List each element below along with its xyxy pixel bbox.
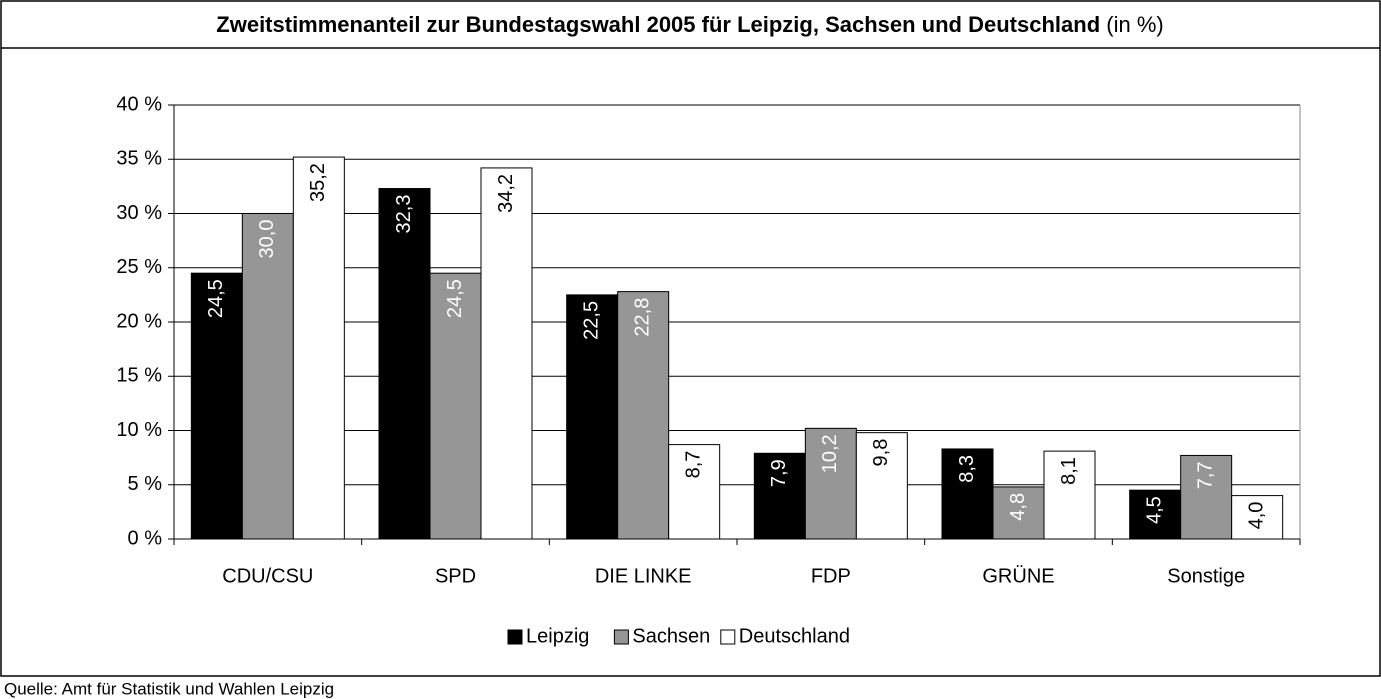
x-tick-label: DIE LINKE [595,565,692,587]
y-tick-label: 40 % [116,93,162,115]
y-tick-label: 10 % [116,419,162,441]
bar [668,444,721,540]
source-note: Quelle: Amt für Statistik und Wahlen Lei… [4,679,334,698]
legend-swatch [720,629,736,645]
bar [753,452,806,540]
chart-title: Zweitstimmenanteil zur Bundestagswahl 20… [216,12,1163,37]
x-tick-label: CDU/CSU [222,565,313,587]
legend-swatch [507,629,523,645]
data-label: 8,7 [682,451,704,479]
legend-label: Sachsen [632,625,710,647]
bar [1231,495,1284,540]
bar [190,272,243,540]
data-label: 32,3 [393,195,415,234]
data-label: 35,2 [307,163,329,202]
x-tick-label: FDP [811,565,851,587]
x-tick-label: SPD [435,565,476,587]
frame [0,0,1381,677]
bar [429,272,482,540]
data-label: 9,8 [870,439,892,467]
title-main: Zweitstimmenanteil zur Bundestagswahl 20… [216,12,1100,37]
data-label: 4,8 [1007,493,1029,521]
legend-label: Deutschland [739,625,850,647]
x-tick-label: Sonstige [1167,565,1245,587]
bar [855,432,908,540]
y-tick-label: 25 % [116,256,162,278]
y-tick-label: 35 % [116,148,162,170]
data-label: 7,9 [768,459,790,487]
bar [1129,489,1182,540]
title-unit: (in %) [1106,12,1163,37]
data-label: 22,5 [580,301,602,340]
y-tick-label: 30 % [116,202,162,224]
bar [241,213,294,540]
bar [941,448,994,540]
data-label: 22,8 [631,298,653,337]
data-label: 30,0 [256,220,278,259]
y-tick-label: 15 % [116,365,162,387]
y-tick-label: 5 % [128,473,163,495]
data-label: 7,7 [1194,461,1216,489]
bar [1180,454,1233,540]
bar [804,427,857,540]
legend-swatch [613,629,629,645]
legend-label: Leipzig [526,625,589,647]
data-label: 8,1 [1058,457,1080,485]
x-tick-label: GRÜNE [982,565,1054,587]
data-label: 24,5 [444,279,466,318]
data-label: 4,0 [1245,502,1267,530]
data-label: 8,3 [956,455,978,483]
data-label: 10,2 [819,434,841,473]
bar [566,294,619,540]
bar [1043,450,1096,540]
bar [480,167,533,540]
bar [992,486,1045,540]
data-label: 34,2 [495,174,517,213]
y-tick-label: 0 % [128,527,163,549]
data-label: 24,5 [205,279,227,318]
bar [292,156,345,540]
y-tick-label: 20 % [116,310,162,332]
bar [617,291,670,540]
bar [378,188,431,540]
data-label: 4,5 [1143,496,1165,524]
